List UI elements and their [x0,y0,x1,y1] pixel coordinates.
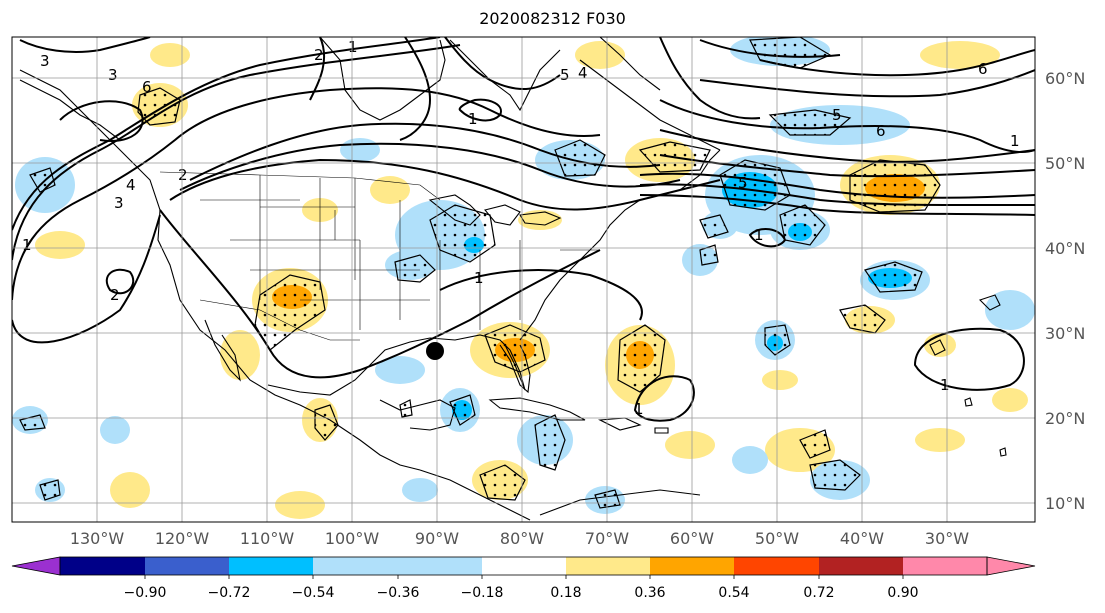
contour-label: 4 [578,64,588,82]
colorbar-tick-label: 0.90 [887,585,918,601]
contour-label: 1 [940,376,950,394]
contour-label: 1 [468,110,478,128]
graticule [12,37,1035,522]
contour-label: 1 [22,236,32,254]
lat-tick-label: 20°N [1045,409,1085,428]
contour-label: 3 [114,194,124,212]
colorbar-extend-min [11,556,61,576]
lon-tick-label: 90°W [415,529,459,548]
lat-tick-label: 10°N [1045,494,1085,513]
lon-tick-label: 50°W [755,529,799,548]
significance-stippling [19,37,941,509]
colorbar-tick-label: 0.72 [803,585,834,601]
contour-label: 2 [314,46,324,64]
contour-label: 6 [142,78,152,96]
colorbar-bin [482,557,566,575]
contour-label: 5 [832,106,842,124]
lon-tick-label: 100°W [325,529,380,548]
colorbar-tick-label: −0.90 [124,585,167,601]
lon-tick-label: 60°W [670,529,714,548]
colorbar-tick-label: −0.72 [208,585,251,601]
contour-label: 1 [1010,132,1020,150]
lat-tick-label: 60°N [1045,69,1085,88]
colorbar-tick-label: −0.18 [461,585,504,601]
contour-label: 3 [108,66,118,84]
lat-tick-label: 30°N [1045,324,1085,343]
colorbar-tick-label: −0.36 [377,585,420,601]
lat-tick-label: 50°N [1045,154,1085,173]
colorbar-bin [60,557,145,575]
lon-tick-label: 80°W [500,529,544,548]
contour-label-group: 3 2 1 6 3 4 3 1 2 2 1 5 4 6 5 6 5 1 1 1 … [22,38,1020,418]
contour-label: 6 [876,122,886,140]
colorbar-bin [819,557,903,575]
contour-label: 5 [738,174,748,192]
contour-label: 2 [110,286,120,304]
contour-label: 1 [754,226,764,244]
colorbar-bin [145,557,229,575]
colorbar-tick-label: 0.54 [718,585,749,601]
colorbar-bin [398,557,482,575]
lat-tick-label: 40°N [1045,239,1085,258]
lon-tick-label: 130°W [70,529,125,548]
lon-tick-label: 30°W [925,529,969,548]
colorbar-tick-label: 0.18 [550,585,581,601]
contour-label: 3 [40,52,50,70]
map-title: 2020082312 F030 [479,9,626,28]
lon-tick-label: 40°W [840,529,884,548]
colorbar-bin [566,557,650,575]
colorbar-tick-label: −0.54 [292,585,335,601]
location-marker [426,342,444,360]
contour-label: 4 [126,176,136,194]
contour-label: 6 [978,60,988,78]
map-frame [11,36,1036,523]
coastlines [19,37,1007,521]
colorbar-bin [313,557,398,575]
contour-label: 1 [634,400,644,418]
lon-tick-label: 70°W [585,529,629,548]
colorbar-tick-label: 0.36 [634,585,665,601]
colorbar-bin [734,557,819,575]
longitude-axis: 130°W 120°W 110°W 100°W 90°W 80°W 70°W 6… [70,529,969,548]
map-panel: 3 2 1 6 3 4 3 1 2 2 1 5 4 6 5 6 5 1 1 1 … [12,37,1035,522]
colorbar-extend-max [986,556,1036,576]
contour-label: 1 [348,38,358,56]
latitude-axis: 60°N 50°N 40°N 30°N 20°N 10°N [1045,69,1085,513]
colorbar-bin [229,557,313,575]
contour-label: 5 [560,66,570,84]
contour-label: 2 [178,166,188,184]
contour-label: 1 [474,269,484,287]
colorbar: −0.90 −0.72 −0.54 −0.36 −0.18 0.18 0.36 … [11,556,1036,601]
lon-tick-label: 120°W [155,529,210,548]
lon-tick-label: 110°W [240,529,295,548]
colorbar-bin [903,557,987,575]
colorbar-bin [650,557,734,575]
